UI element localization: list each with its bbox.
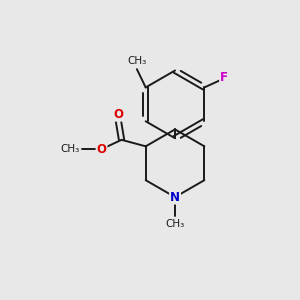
Text: O: O xyxy=(113,108,123,121)
Text: O: O xyxy=(97,143,106,156)
Text: F: F xyxy=(220,71,228,84)
Text: CH₃: CH₃ xyxy=(61,144,80,154)
Text: N: N xyxy=(170,190,180,204)
Text: CH₃: CH₃ xyxy=(165,219,185,229)
Text: CH₃: CH₃ xyxy=(127,56,146,66)
